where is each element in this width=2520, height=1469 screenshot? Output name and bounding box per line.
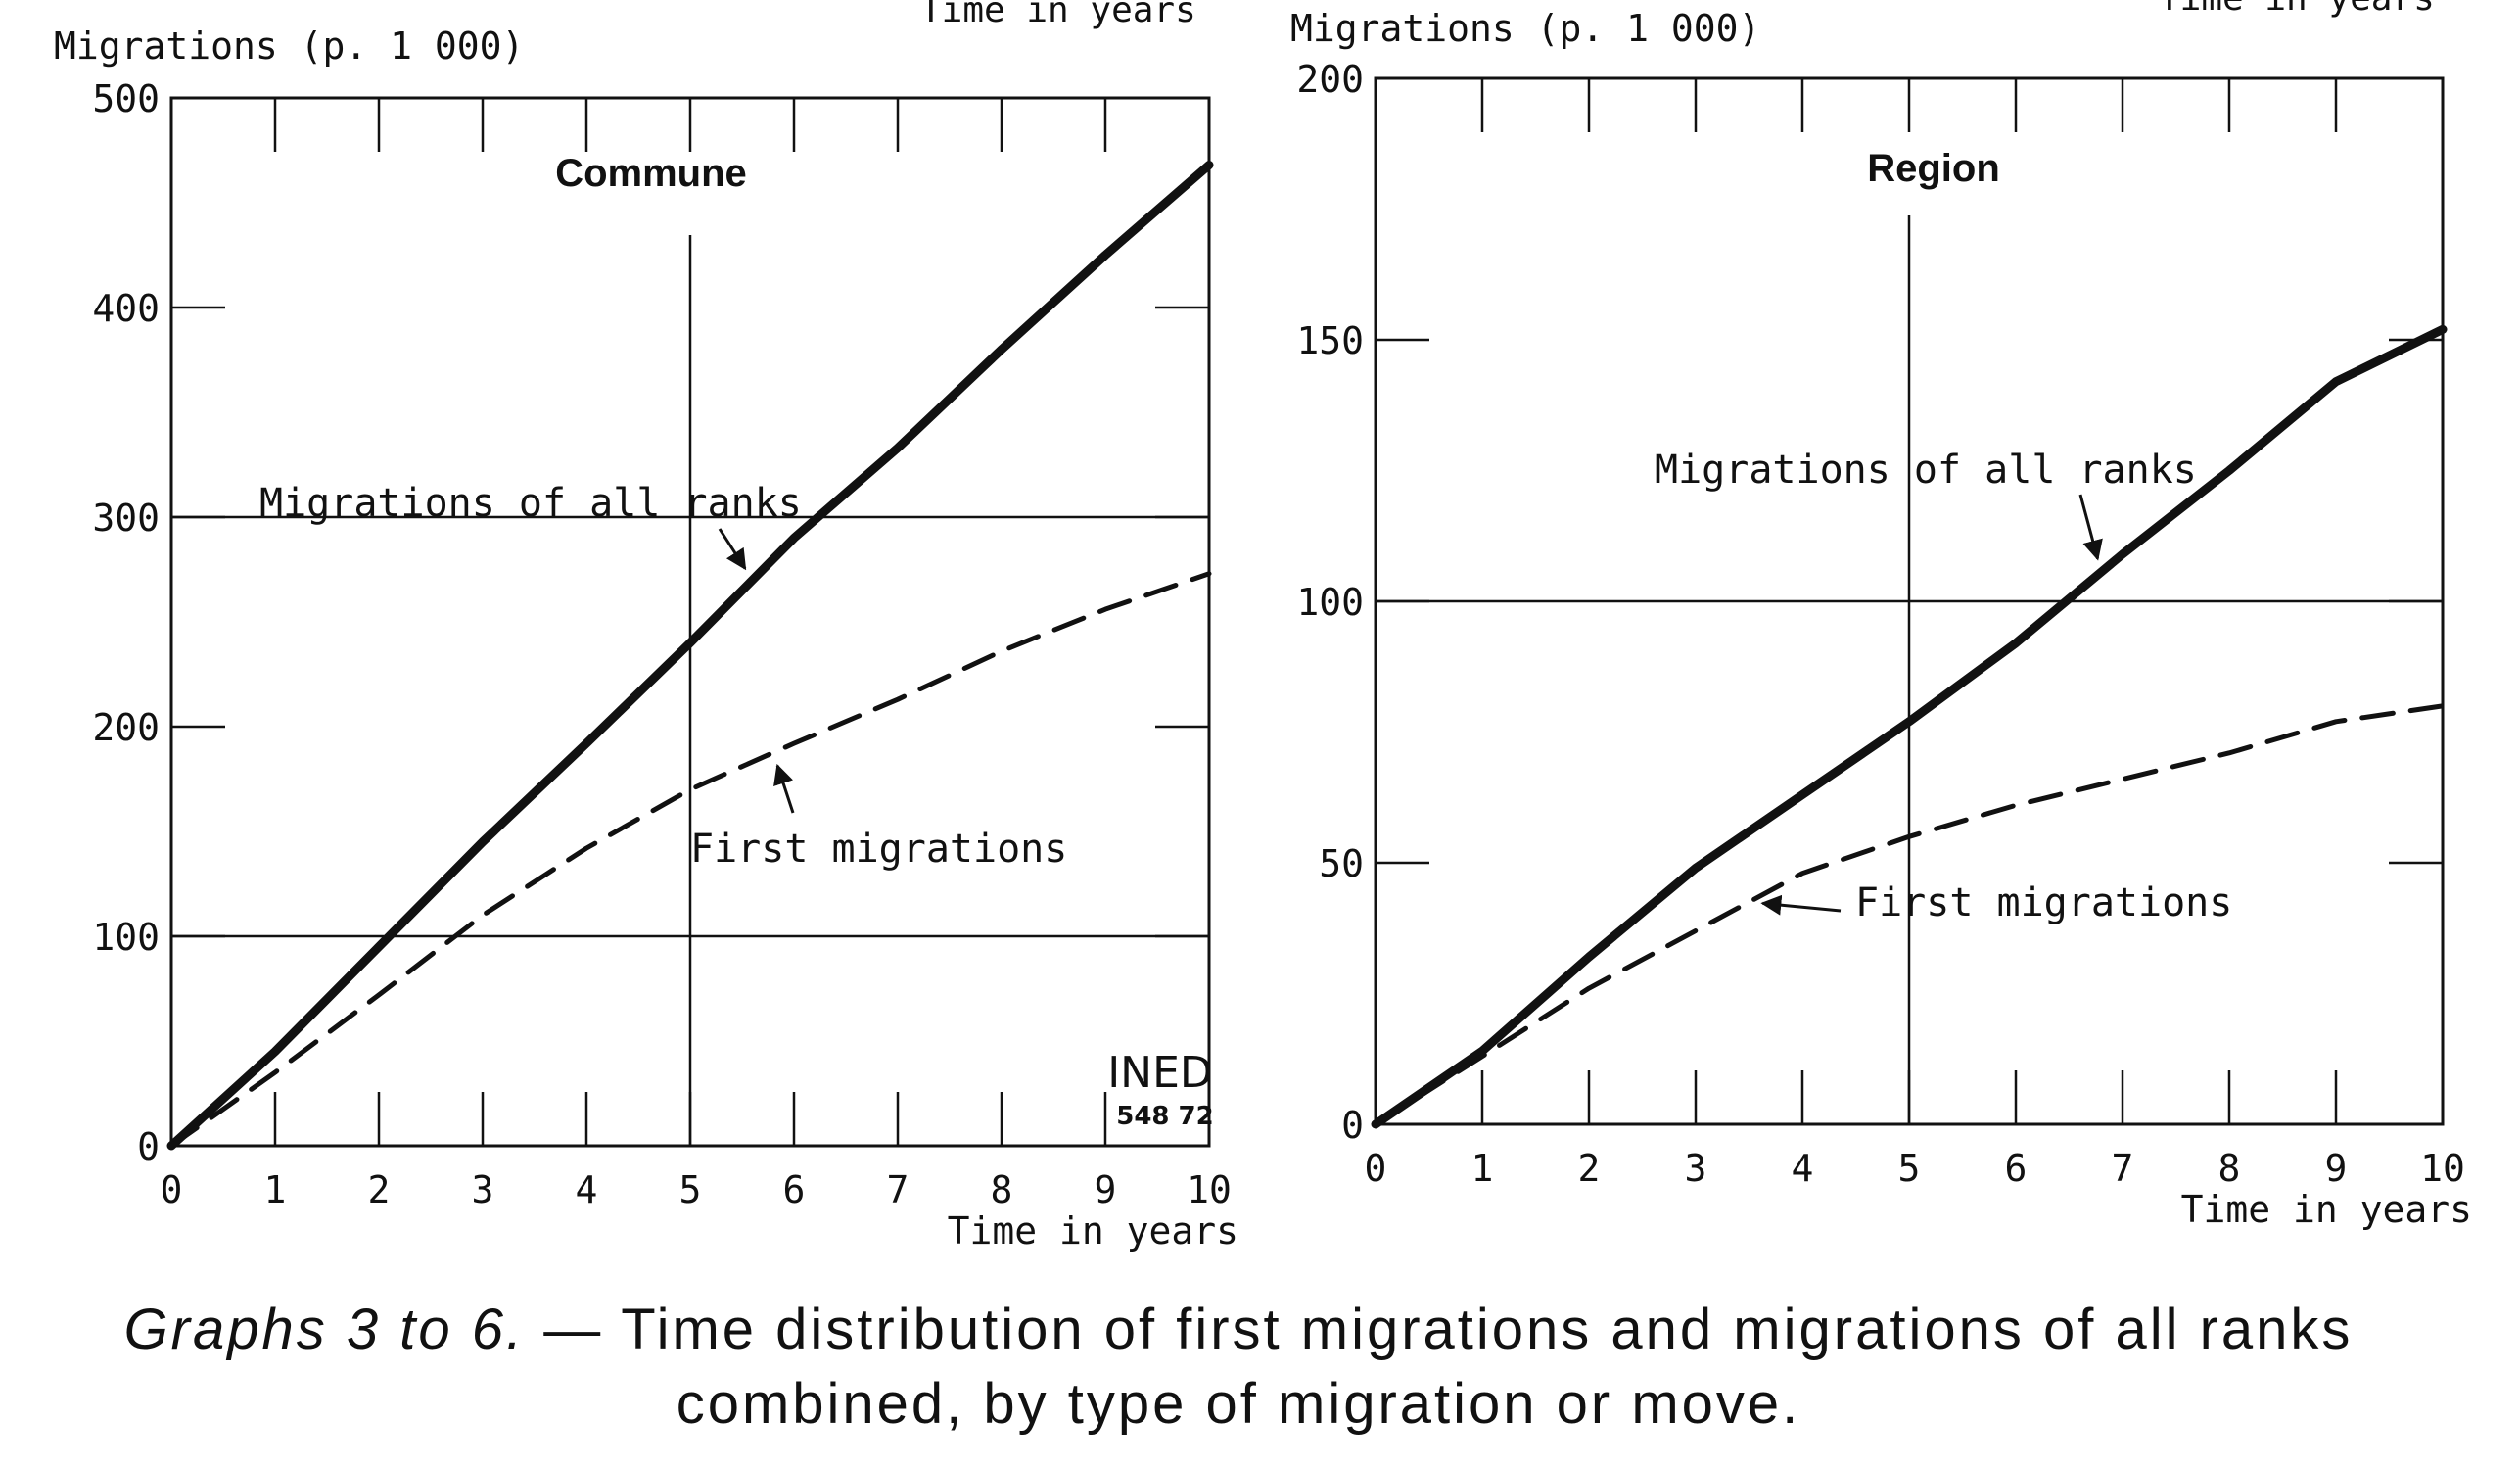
x-axis-label: Time in years (948, 1209, 1238, 1253)
annotation-arrow (773, 763, 795, 814)
annotation-label: First migrations (1855, 880, 2232, 925)
y-tick-label: 500 (92, 77, 160, 120)
annotation-label: First migrations (690, 827, 1067, 872)
region-chart: 0 50 100 150 200 0 1 2 3 4 5 6 7 8 9 10 Migrations of al… (1290, 0, 2472, 1231)
x-tick-label: 9 (2325, 1147, 2348, 1190)
y-tick-label: 50 (1319, 842, 1364, 885)
y-tick-label: 0 (137, 1125, 160, 1168)
x-tick-label: 5 (1898, 1147, 1921, 1190)
x-tick-label: 6 (783, 1168, 806, 1211)
y-tick-label: 200 (92, 706, 160, 749)
x-tick-label: 3 (472, 1168, 494, 1211)
x-tick-label: 5 (679, 1168, 702, 1211)
x-tick-label: 3 (1685, 1147, 1707, 1190)
x-axis-label-top: Time in years (920, 0, 1196, 30)
caption-lead: Graphs 3 to 6. (123, 1298, 526, 1361)
x-axis-label-top: Time in years (2159, 0, 2435, 19)
annotation-arrow (2078, 494, 2103, 561)
y-axis-label: Migrations (p. 1 000) (1290, 7, 1760, 50)
x-tick-label: 8 (2218, 1147, 2241, 1190)
series-line-first-migrations (168, 571, 1212, 1149)
x-tick-label: 0 (161, 1168, 183, 1211)
commune-chart: 0 100 200 300 400 500 0 1 2 3 4 5 6 7 8 9 10 Migrations o… (54, 0, 1238, 1253)
ined-stamp-number: 548 72 (1116, 1102, 1214, 1131)
x-tick-label: 7 (887, 1168, 910, 1211)
y-tick-label: 150 (1296, 319, 1364, 362)
annotation-arrow (718, 528, 747, 571)
x-tick-label: 8 (991, 1168, 1013, 1211)
x-tick-label: 2 (1578, 1147, 1601, 1190)
annotation-label: Migrations of all ranks (259, 481, 802, 526)
y-tick-label: 0 (1341, 1104, 1364, 1147)
annotation-arrow (1760, 894, 1842, 916)
x-tick-label: 0 (1365, 1147, 1387, 1190)
y-tick-label: 200 (1296, 58, 1364, 101)
chart-title: Region (1867, 147, 2000, 190)
y-tick-label: 100 (92, 916, 160, 959)
x-tick-label: 7 (2112, 1147, 2134, 1190)
y-tick-label: 400 (92, 287, 160, 330)
y-axis-label: Migrations (p. 1 000) (54, 24, 524, 68)
chart-title: Commune (555, 152, 747, 195)
x-tick-label: 2 (368, 1168, 391, 1211)
ined-logo: INED (1107, 1048, 1213, 1098)
y-tick-label: 100 (1296, 581, 1364, 624)
x-tick-label: 6 (2005, 1147, 2028, 1190)
x-tick-label: 1 (1471, 1147, 1494, 1190)
x-tick-label: 10 (2420, 1147, 2465, 1190)
x-tick-label: 4 (576, 1168, 598, 1211)
x-tick-label: 4 (1792, 1147, 1814, 1190)
annotation-label: Migrations of all ranks (1655, 448, 2197, 493)
x-tick-label: 9 (1095, 1168, 1117, 1211)
x-tick-label: 1 (264, 1168, 287, 1211)
x-axis-label: Time in years (2181, 1188, 2472, 1231)
figure-caption: Graphs 3 to 6. — Time distribution of fi… (39, 1293, 2438, 1442)
caption-text: — Time distribution of first migrations … (525, 1298, 2354, 1436)
x-tick-label: 10 (1187, 1168, 1232, 1211)
y-tick-label: 300 (92, 497, 160, 540)
